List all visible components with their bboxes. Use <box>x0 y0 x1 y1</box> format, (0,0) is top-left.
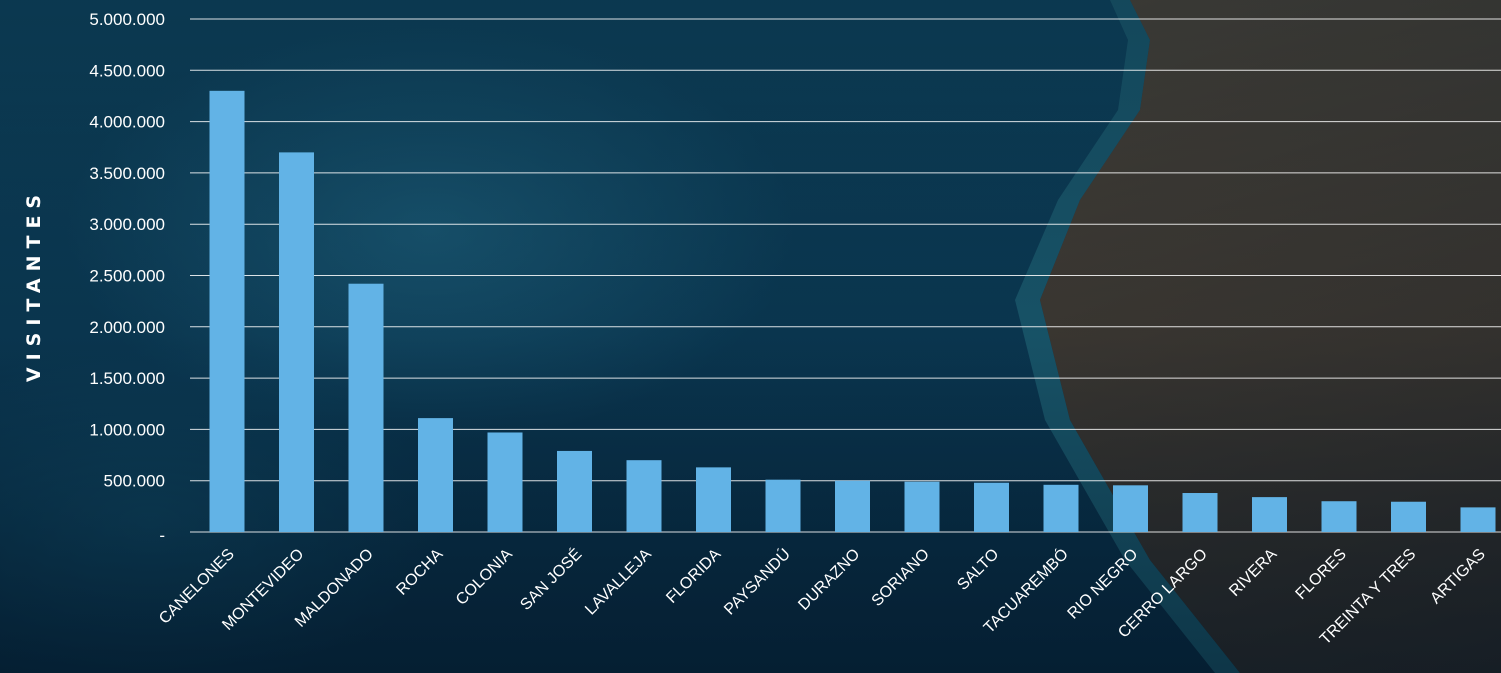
y-tick-label: 2.500.000 <box>89 267 165 286</box>
bar <box>1321 501 1357 532</box>
x-category-label: COLONIA <box>453 546 516 609</box>
x-category-label: SAN JOSÉ <box>516 544 585 613</box>
y-tick-label: 5.000.000 <box>89 10 165 29</box>
bar <box>279 152 314 532</box>
bar <box>557 450 592 532</box>
bars <box>209 90 1496 532</box>
y-axis-title: VISITANTES <box>23 188 45 382</box>
gridlines <box>190 18 1501 533</box>
y-tick-label: 2.000.000 <box>89 318 165 337</box>
y-tick-label: 4.000.000 <box>89 113 165 132</box>
bar <box>1252 497 1287 532</box>
x-category-label: SALTO <box>954 546 1002 594</box>
y-tick-label: 3.500.000 <box>89 164 165 183</box>
y-axis-ticks: - 500.000 1.000.000 1.500.000 2.000.000 2.500… <box>89 10 165 545</box>
bar <box>626 460 662 532</box>
bar <box>348 283 384 532</box>
bar <box>765 479 801 532</box>
y-tick-label: 4.500.000 <box>89 61 165 80</box>
bar <box>696 467 731 532</box>
bar <box>1460 507 1496 532</box>
bar <box>1113 485 1148 532</box>
x-category-label: FLORES <box>1293 546 1350 603</box>
x-category-label: FLORIDA <box>663 546 724 607</box>
bar <box>209 90 245 532</box>
bar <box>974 482 1009 532</box>
x-category-label: RIO NEGRO <box>1065 546 1142 623</box>
x-category-label: SORIANO <box>869 546 933 610</box>
y-tick-label: 1.000.000 <box>89 420 165 439</box>
x-category-label: LAVALLEJA <box>582 546 655 619</box>
bar <box>1182 493 1218 532</box>
x-category-label: PAYSANDÚ <box>720 544 794 618</box>
y-tick-label: 500.000 <box>104 472 165 491</box>
x-category-label: DURAZNO <box>795 546 863 614</box>
y-tick-label: 1.500.000 <box>89 369 165 388</box>
bar <box>904 481 940 532</box>
x-category-label: RIVERA <box>1226 546 1280 600</box>
y-tick-label: 3.000.000 <box>89 215 165 234</box>
y-tick-label: - <box>159 526 165 545</box>
bar <box>1391 501 1426 532</box>
bar <box>487 432 523 532</box>
x-category-label: ROCHA <box>393 546 446 599</box>
bar <box>835 480 870 532</box>
x-category-label: ARTIGAS <box>1427 546 1488 607</box>
bar <box>418 418 453 532</box>
bar <box>1043 484 1079 532</box>
